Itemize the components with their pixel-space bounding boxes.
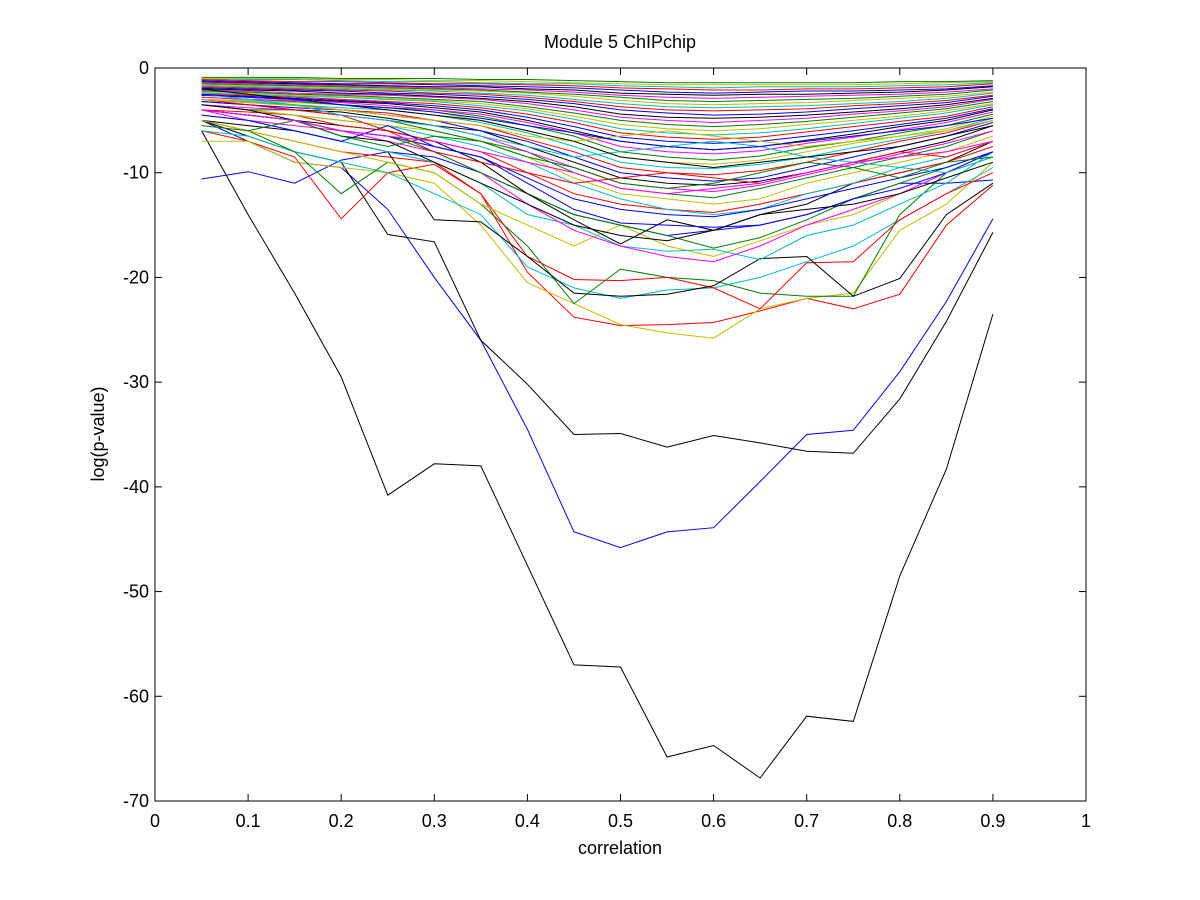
x-tick-label-10: 1 (1081, 811, 1091, 831)
series-line-35 (201, 89, 993, 124)
series-line-44 (201, 80, 993, 94)
x-tick-label-7: 0.7 (794, 811, 819, 831)
series-line-45 (201, 79, 993, 91)
x-tick-label-4: 0.4 (515, 811, 540, 831)
series-line-29 (201, 94, 994, 151)
series-line-28 (201, 96, 994, 155)
series-line-48 (201, 76, 993, 84)
y-tick-label-6: -60 (123, 686, 149, 706)
x-tick-label-5: 0.5 (608, 811, 633, 831)
series-line-54 (201, 119, 993, 189)
tick-layer: 0 0.1 0.2 0.3 0.4 0.5 0.6 0.7 0.8 0.9 1 0 -10 -20 -30 -… (123, 58, 1091, 831)
series-line-34 (201, 90, 993, 128)
chart-title: Module 5 ChIPchip (544, 32, 696, 52)
x-tick-label-9: 0.9 (980, 811, 1005, 831)
x-tick-label-2: 0.2 (329, 811, 354, 831)
y-tick-label-5: -50 (123, 582, 149, 602)
series-line-17 (201, 109, 994, 214)
series-line-37 (201, 87, 993, 116)
y-axis-label: log(p-value) (88, 386, 108, 481)
series-line-40 (201, 84, 993, 106)
x-tick-label-1: 0.1 (236, 811, 261, 831)
y-tick-label-7: -70 (123, 791, 149, 811)
series-line-19 (201, 104, 994, 205)
series-line-13 (201, 109, 994, 263)
series-line-1 (201, 130, 994, 779)
series-line-36 (201, 88, 993, 119)
x-axis-label: correlation (578, 838, 662, 858)
x-tick-label-0: 0 (150, 811, 160, 831)
series-line-33 (201, 91, 993, 132)
y-tick-label-3: -30 (123, 372, 149, 392)
series-line-32 (201, 92, 993, 136)
x-tick-label-8: 0.8 (887, 811, 912, 831)
series-line-46 (201, 78, 993, 89)
series-line-31 (201, 93, 994, 140)
series-line-38 (201, 86, 993, 112)
series-line-52 (201, 93, 994, 174)
y-tick-label-0: 0 (139, 58, 149, 78)
series-line-50 (201, 114, 994, 218)
series-line-8 (201, 119, 994, 305)
series-line-43 (201, 81, 993, 96)
y-tick-label-4: -40 (123, 477, 149, 497)
series-line-57 (201, 93, 993, 151)
x-tick-label-6: 0.6 (701, 811, 726, 831)
series-layer (201, 76, 994, 779)
series-line-30 (201, 94, 994, 144)
y-tick-label-1: -10 (123, 163, 149, 183)
series-line-39 (201, 85, 993, 109)
series-line-55 (201, 109, 994, 195)
series-line-47 (201, 78, 993, 86)
series-line-5 (201, 130, 994, 327)
series-line-41 (201, 83, 993, 103)
series-line-53 (201, 98, 994, 148)
x-tick-label-3: 0.3 (422, 811, 447, 831)
y-tick-label-2: -20 (123, 267, 149, 287)
series-line-42 (201, 82, 993, 99)
series-line-7 (201, 130, 994, 299)
